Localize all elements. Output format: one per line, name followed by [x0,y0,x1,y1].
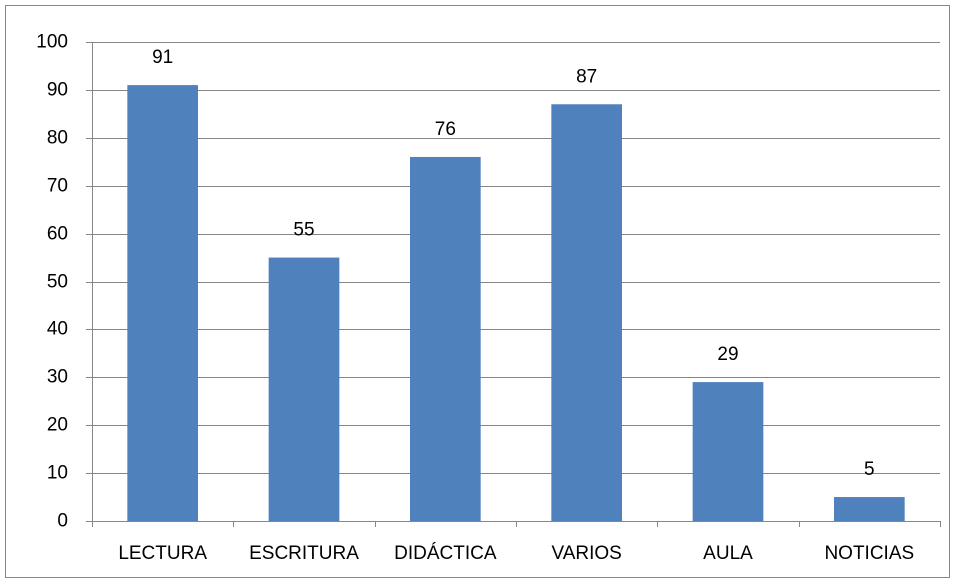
data-label: 76 [435,119,456,140]
bar [834,497,905,521]
x-tick-label: NOTICIAS [824,543,914,564]
x-tick-label: AULA [703,543,753,564]
bar [268,257,340,521]
y-tick-label: 70 [47,176,68,197]
y-tick-label: 10 [47,463,68,484]
x-tick-label: DIDÁCTICA [394,543,497,564]
data-label: 29 [717,344,738,365]
x-tick-label: LECTURA [118,543,207,564]
data-label: 55 [293,220,314,241]
bar [692,382,764,521]
y-tick-label: 80 [47,128,68,149]
x-tick-label: VARIOS [551,543,621,564]
y-tick-label: 100 [36,32,68,53]
data-label: 5 [864,459,875,480]
y-tick-label: 40 [47,319,68,340]
bar [127,85,198,522]
bar [410,156,481,521]
data-label: 87 [576,66,597,87]
y-tick-label: 20 [47,415,68,436]
x-tick-label: ESCRITURA [249,543,359,564]
y-tick-label: 30 [47,367,68,388]
y-tick-label: 90 [47,80,68,101]
y-tick-label: 0 [57,511,68,532]
bar [551,104,622,522]
y-tick-label: 50 [47,272,68,293]
y-tick-label: 60 [47,224,68,245]
data-label: 91 [152,47,173,68]
